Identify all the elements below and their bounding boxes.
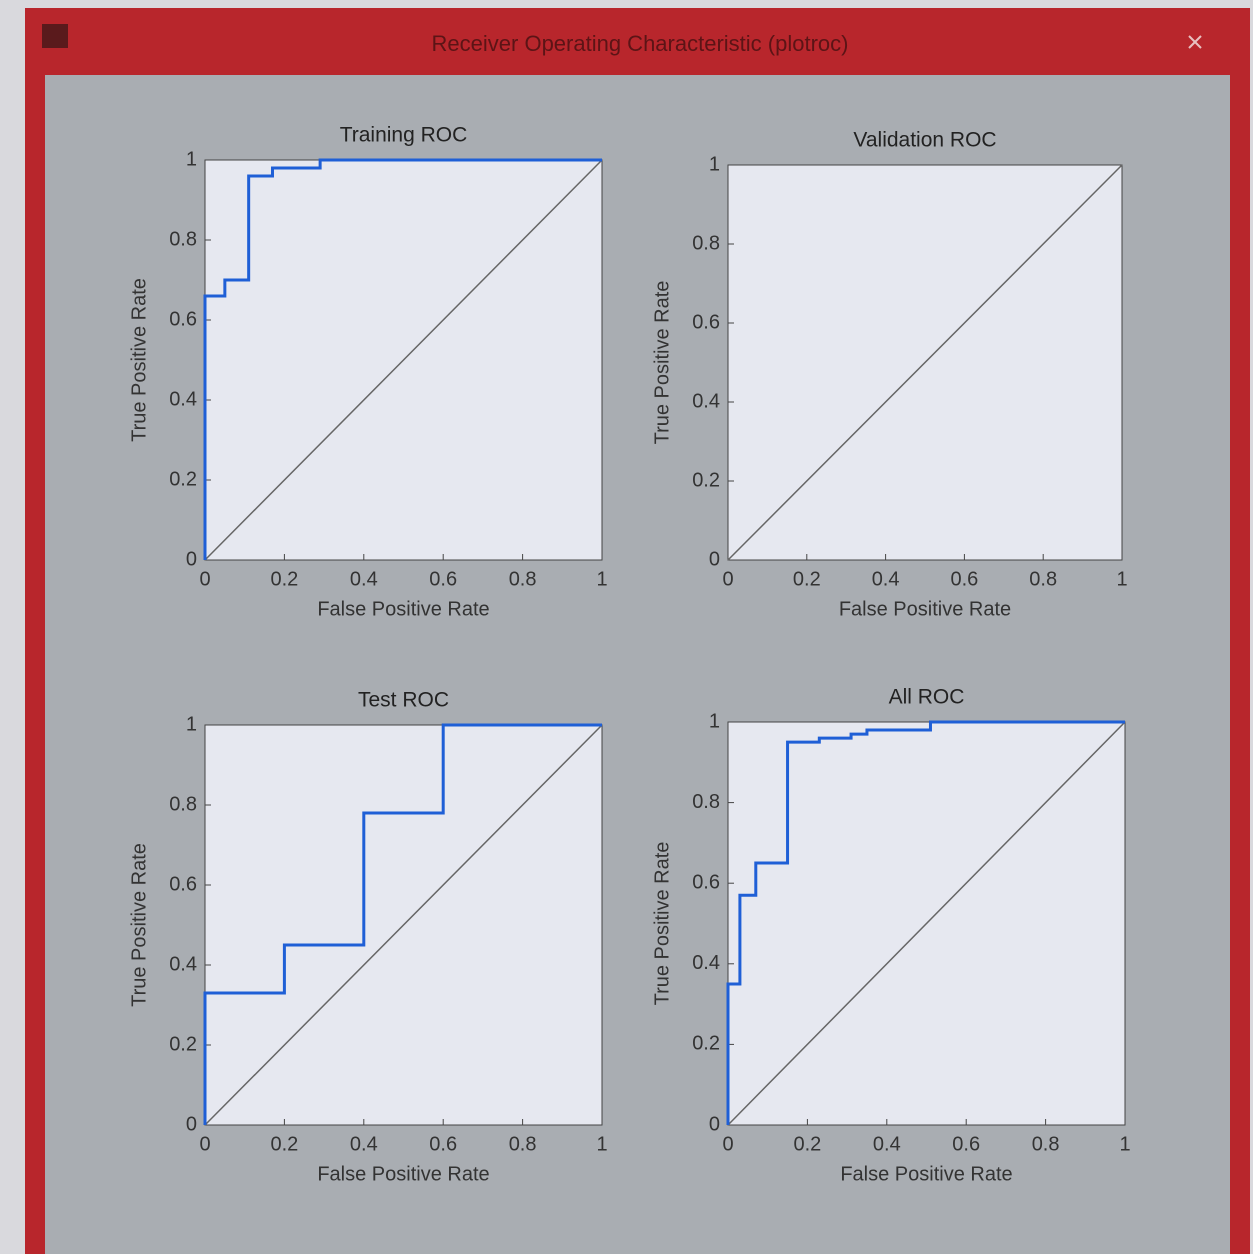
x-tick-label: 0	[199, 1133, 210, 1155]
y-tick-label: 0	[186, 548, 197, 570]
y-tick-label: 0	[709, 1113, 720, 1135]
x-tick-label: 0	[722, 568, 733, 590]
y-tick-label: 0.2	[692, 1033, 720, 1055]
window-icon	[42, 24, 68, 48]
chart-title: Training ROC	[340, 124, 468, 147]
reference-diagonal	[727, 721, 1126, 1126]
y-tick-label: 0.2	[169, 468, 197, 490]
x-tick-label: 1	[596, 1133, 607, 1155]
y-tick-label: 0.8	[169, 228, 197, 250]
x-tick-label: 0.2	[270, 1133, 298, 1155]
x-tick-label: 0.8	[509, 1133, 537, 1155]
y-tick-label: 0.4	[169, 388, 197, 410]
chart-title: Test ROC	[358, 689, 449, 712]
chart-title: Validation ROC	[853, 129, 996, 152]
x-axis-label: False Positive Rate	[839, 598, 1011, 620]
x-tick-label: 0.2	[793, 568, 821, 590]
y-axis-label: True Positive Rate	[128, 278, 150, 442]
x-tick-label: 0.6	[950, 568, 978, 590]
y-tick-label: 0.6	[692, 871, 720, 893]
x-tick-label: 0	[722, 1133, 733, 1155]
y-tick-label: 0.4	[692, 952, 720, 974]
y-axis-label: True Positive Rate	[651, 281, 673, 445]
close-button[interactable]	[1188, 35, 1202, 49]
x-tick-label: 0.6	[952, 1133, 980, 1155]
y-tick-label: 1	[186, 713, 197, 735]
y-tick-label: 1	[709, 153, 720, 175]
y-tick-label: 1	[186, 148, 197, 170]
y-tick-label: 0.8	[692, 791, 720, 813]
reference-diagonal	[204, 724, 603, 1126]
chart-title: All ROC	[889, 686, 965, 709]
x-tick-label: 0.6	[429, 568, 457, 590]
y-tick-label: 1	[709, 710, 720, 732]
x-tick-label: 1	[1119, 1133, 1130, 1155]
y-tick-label: 0	[709, 548, 720, 570]
x-tick-label: 0	[199, 568, 210, 590]
window-title: Receiver Operating Characteristic (plotr…	[432, 31, 849, 56]
y-tick-label: 0.2	[692, 469, 720, 491]
y-axis-label: True Positive Rate	[128, 843, 150, 1007]
x-tick-label: 0.8	[509, 568, 537, 590]
x-tick-label: 0.4	[872, 568, 900, 590]
y-tick-label: 0.8	[692, 232, 720, 254]
x-tick-label: 0.8	[1032, 1133, 1060, 1155]
reference-diagonal	[727, 164, 1123, 561]
roc-curve	[203, 158, 602, 560]
y-tick-label: 0.6	[692, 311, 720, 333]
roc-curve	[203, 723, 602, 1125]
x-tick-label: 1	[596, 568, 607, 590]
x-axis-label: False Positive Rate	[840, 1163, 1012, 1185]
y-axis-label: True Positive Rate	[651, 842, 673, 1006]
y-tick-label: 0.4	[692, 390, 720, 412]
x-tick-label: 0.4	[873, 1133, 901, 1155]
y-tick-label: 0.6	[169, 873, 197, 895]
y-tick-label: 0.6	[169, 308, 197, 330]
x-tick-label: 0.2	[270, 568, 298, 590]
y-tick-label: 0.8	[169, 793, 197, 815]
roc-curve	[726, 720, 1125, 1125]
x-tick-label: 0.6	[429, 1133, 457, 1155]
x-tick-label: 0.4	[350, 568, 378, 590]
x-tick-label: 0.2	[793, 1133, 821, 1155]
x-axis-label: False Positive Rate	[317, 598, 489, 620]
x-axis-label: False Positive Rate	[317, 1163, 489, 1185]
x-tick-label: 1	[1116, 568, 1127, 590]
y-tick-label: 0.4	[169, 953, 197, 975]
x-tick-label: 0.4	[350, 1133, 378, 1155]
x-tick-label: 0.8	[1029, 568, 1057, 590]
reference-diagonal	[204, 159, 603, 561]
y-tick-label: 0	[186, 1113, 197, 1135]
y-tick-label: 0.2	[169, 1033, 197, 1055]
